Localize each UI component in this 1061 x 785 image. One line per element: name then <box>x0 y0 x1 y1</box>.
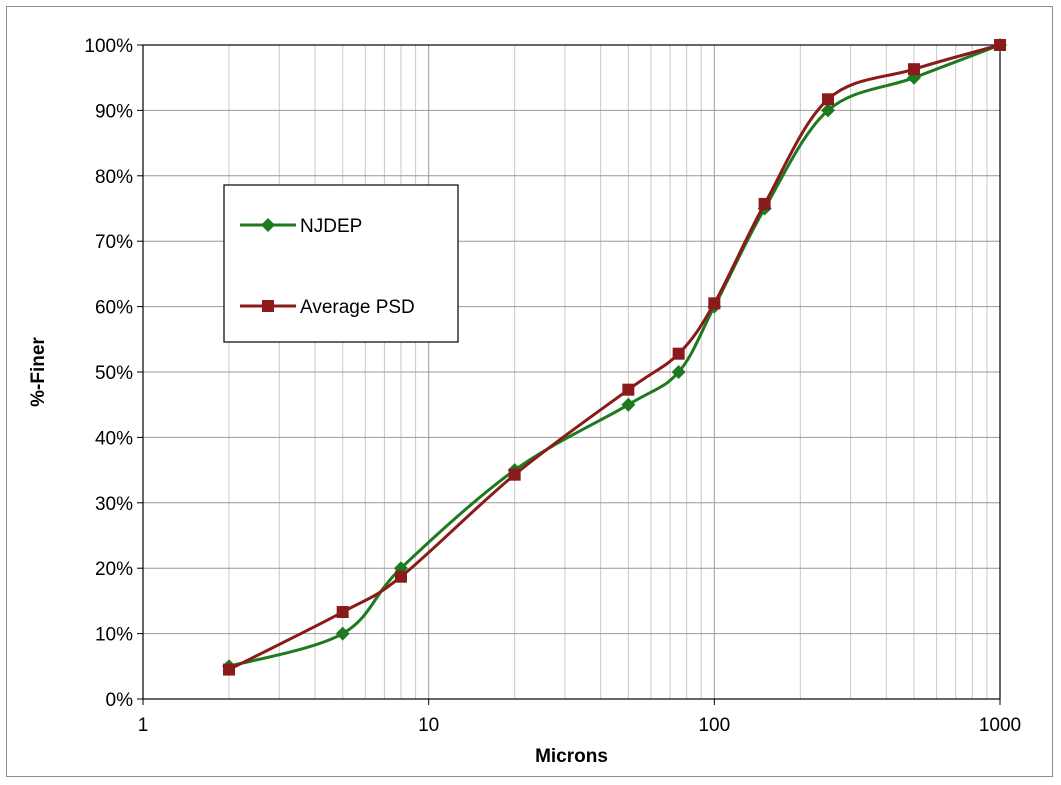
y-tick-label: 80% <box>95 167 133 188</box>
y-tick-label: 60% <box>95 298 133 319</box>
x-tick-label: 1000 <box>979 715 1021 736</box>
y-tick-label: 70% <box>95 232 133 253</box>
chart-frame <box>6 6 1053 777</box>
y-axis-ticks: 0% 10% 20% 30% 40% 50% 60% 70% 80% 90% 100% <box>84 36 143 711</box>
legend-label-njdep: NJDEP <box>300 216 362 237</box>
data-point-average-psd <box>508 468 521 481</box>
legend: NJDEP Average PSD <box>223 184 459 343</box>
series-line-njdep <box>228 43 1001 668</box>
y-tick-label: 0% <box>106 690 134 711</box>
y-axis-title: %-Finer <box>28 337 49 407</box>
data-point-average-psd <box>336 606 349 619</box>
legend-box <box>223 184 459 343</box>
x-axis-title: Microns <box>535 746 608 767</box>
data-point-average-psd <box>994 39 1006 51</box>
series-layer <box>221 38 1007 676</box>
y-tick-label: 90% <box>95 101 133 122</box>
data-point-njdep <box>335 626 350 641</box>
legend-marker-average-psd <box>262 300 274 312</box>
legend-marker-njdep <box>261 218 275 232</box>
data-point-njdep <box>671 365 686 379</box>
x-tick-label: 100 <box>698 715 730 736</box>
data-point-average-psd <box>222 663 235 676</box>
y-tick-label: 20% <box>95 559 133 580</box>
y-tick-label: 30% <box>95 494 133 515</box>
y-tick-label: 50% <box>95 363 133 384</box>
legend-label-average-psd: Average PSD <box>300 297 415 318</box>
data-point-njdep <box>821 103 836 118</box>
data-point-average-psd <box>758 197 771 210</box>
x-tick-label: 10 <box>418 715 439 736</box>
data-point-average-psd <box>908 63 921 76</box>
data-point-average-psd <box>394 570 407 583</box>
data-point-njdep <box>621 397 636 412</box>
y-tick-label: 100% <box>84 36 133 57</box>
y-tick-label: 40% <box>95 428 133 449</box>
x-tick-label: 1 <box>138 715 149 736</box>
series-line-average-psd <box>228 43 1001 671</box>
data-point-average-psd <box>822 93 835 106</box>
x-axis-ticks: 1 10 100 1000 <box>138 699 1021 736</box>
major-gridlines <box>142 44 1001 700</box>
data-point-average-psd <box>622 383 635 396</box>
y-tick-label: 10% <box>95 625 133 646</box>
data-point-average-psd <box>708 297 721 310</box>
data-point-average-psd <box>672 347 685 360</box>
